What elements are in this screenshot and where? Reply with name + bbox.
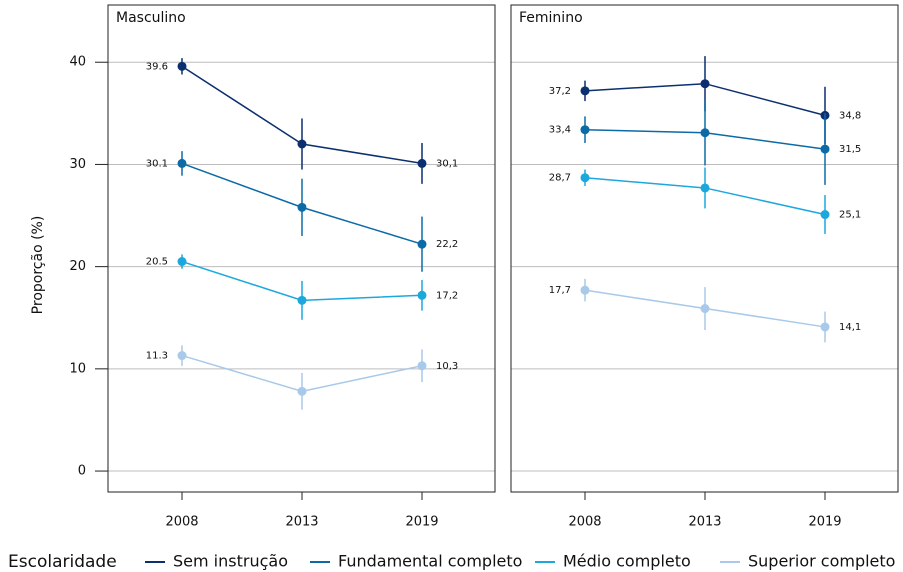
x-tick-label: 2013 [285, 515, 318, 530]
point [700, 128, 710, 138]
point [820, 210, 830, 220]
data-label: 37,2 [549, 86, 571, 97]
point [177, 257, 187, 267]
point [297, 386, 307, 396]
point [700, 79, 710, 89]
legend-label: Superior completo [748, 552, 895, 571]
data-label: 30,1 [436, 158, 458, 169]
data-label: 22,2 [436, 239, 458, 250]
point [820, 144, 830, 154]
data-label: 20.5 [146, 257, 168, 268]
point [417, 158, 427, 168]
data-label: 11.3 [146, 351, 168, 362]
y-tick-label: 10 [69, 361, 86, 376]
data-label: 17,7 [549, 285, 571, 296]
point [297, 139, 307, 149]
point [820, 322, 830, 332]
x-tick-label: 2008 [165, 515, 198, 530]
data-label: 33,4 [549, 125, 571, 136]
y-tick-label: 20 [69, 259, 86, 274]
y-tick-label: 40 [69, 55, 86, 70]
data-label: 14,1 [839, 322, 861, 333]
data-label: 30.1 [146, 158, 168, 169]
point [580, 125, 590, 135]
point [417, 290, 427, 300]
x-tick-label: 2019 [808, 515, 841, 530]
y-tick-label: 30 [69, 157, 86, 172]
point [297, 202, 307, 212]
legend-title: Escolaridade [8, 552, 117, 572]
point [297, 295, 307, 305]
point [700, 304, 710, 314]
point [177, 351, 187, 361]
point [580, 285, 590, 295]
data-label: 39.6 [146, 61, 168, 72]
data-label: 31,5 [839, 144, 861, 155]
data-label: 34,8 [839, 110, 861, 121]
y-tick-label: 0 [78, 464, 86, 479]
x-tick-label: 2013 [688, 515, 721, 530]
legend-label: Fundamental completo [338, 552, 522, 571]
data-label: 17,2 [436, 290, 458, 301]
legend-label: Sem instrução [173, 552, 288, 571]
point [580, 86, 590, 96]
legend-label: Médio completo [563, 552, 691, 571]
y-axis-label: Proporção (%) [30, 216, 46, 315]
point [580, 173, 590, 183]
panel-title: Masculino [116, 10, 186, 26]
point [417, 361, 427, 371]
point [177, 158, 187, 168]
point [700, 183, 710, 193]
point [417, 239, 427, 249]
x-tick-label: 2019 [405, 515, 438, 530]
data-label: 28,7 [549, 173, 571, 184]
point [177, 61, 187, 71]
data-label: 25,1 [839, 210, 861, 221]
data-label: 10,3 [436, 361, 458, 372]
x-tick-label: 2008 [568, 515, 601, 530]
panel-title: Feminino [519, 10, 583, 26]
